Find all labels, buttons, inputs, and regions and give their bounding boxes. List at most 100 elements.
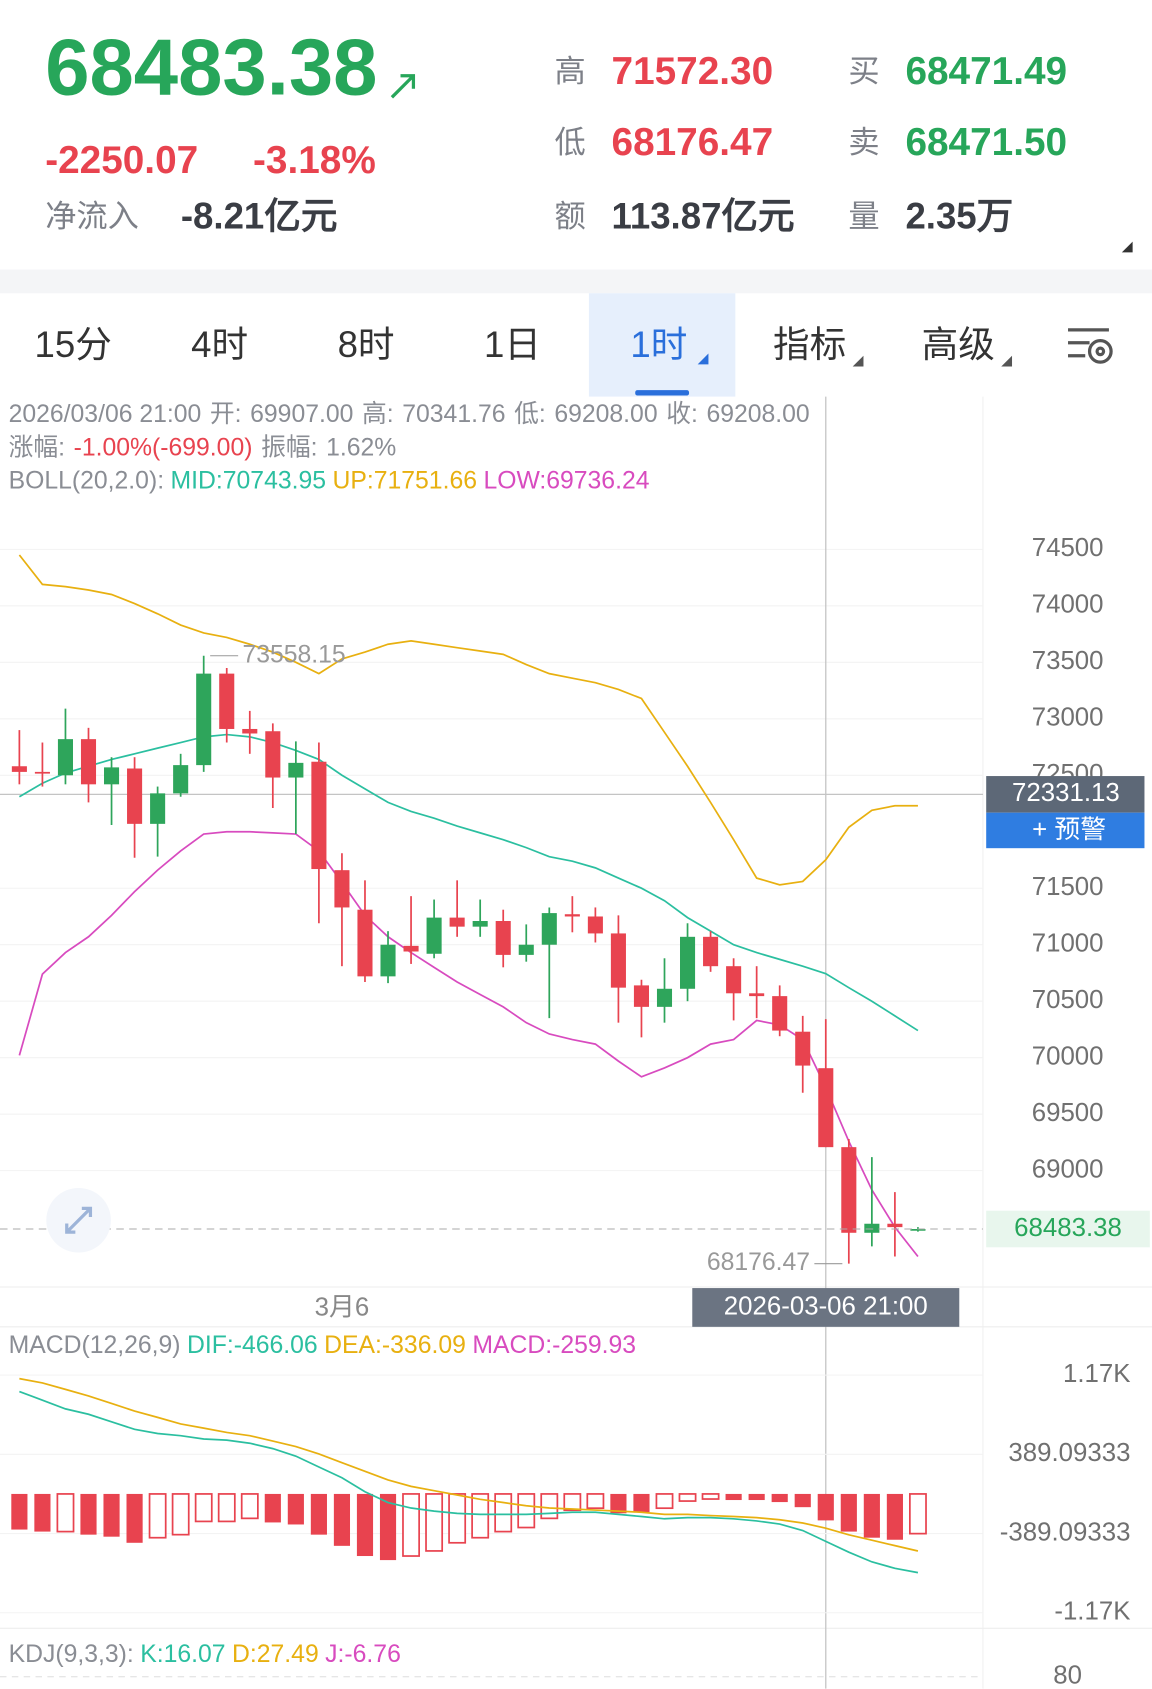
net-inflow-label: 净流入: [45, 199, 139, 234]
crosshair-time-box: [692, 1288, 960, 1327]
candle-body: [80, 739, 97, 785]
candle-body: [818, 1068, 834, 1148]
y-tick-label: 69500: [1032, 1099, 1104, 1127]
expand-corner[interactable]: [1121, 241, 1133, 253]
candle-body: [57, 739, 73, 776]
stat-value: 2.35万: [905, 196, 1013, 237]
macd-bar: [264, 1493, 281, 1523]
crosshair-price: 72331.13: [1012, 779, 1120, 807]
candle-body: [357, 909, 373, 977]
macd-bar: [633, 1493, 650, 1513]
stat-label: 买: [848, 54, 879, 89]
tab[interactable]: 4时: [191, 324, 248, 365]
macd-bar: [725, 1493, 742, 1501]
y-tick-label: 71000: [1032, 930, 1104, 958]
legend: KDJ(9,3,3): K:16.07 D:27.49 J:-6.76: [9, 1641, 401, 1668]
quote-header: 68483.38 -2250.07 -3.18% 净流入 -8.21亿元 高 7…: [45, 23, 1133, 253]
macd-bar: [402, 1493, 420, 1557]
macd-bar: [171, 1493, 190, 1536]
dropdown-mark: [1001, 355, 1013, 367]
candle-body: [265, 731, 281, 778]
legend-entry: DIF:-466.06: [187, 1332, 318, 1359]
info-token: 收:: [666, 399, 698, 427]
stat-label: 卖: [848, 125, 879, 160]
macd-line: [19, 1390, 919, 1574]
candle-body: [495, 921, 511, 955]
candle-body: [564, 914, 580, 917]
info-token: 2026/03/06 21:00: [9, 400, 202, 427]
candle-body: [173, 765, 189, 794]
tab[interactable]: 1日: [484, 324, 541, 365]
y-tick-label: 71500: [1032, 873, 1104, 901]
y-tick-label: 74500: [1032, 534, 1104, 562]
info-token: 69208.00: [706, 400, 809, 427]
candle-body: [656, 988, 673, 1007]
candle-body: [104, 767, 120, 785]
candle-body: [311, 761, 327, 870]
info-token: 振幅:: [261, 433, 317, 461]
macd-bar: [11, 1493, 28, 1530]
dropdown-mark: [697, 353, 709, 365]
change-pct: -3.18%: [253, 139, 376, 182]
macd-bar: [333, 1493, 351, 1546]
macd-bar: [448, 1493, 467, 1544]
macd-bar: [863, 1493, 880, 1538]
info-token: 69208.00: [554, 400, 657, 427]
candle-body: [449, 917, 465, 927]
boll-line: [18, 733, 919, 1032]
info-token: 开:: [210, 400, 242, 427]
tab-active[interactable]: 1时: [630, 324, 687, 365]
candle-body: [864, 1223, 880, 1233]
candle-body: [219, 673, 235, 729]
candle-body: [703, 936, 719, 967]
low-label: 68176.47: [707, 1249, 810, 1276]
stat-value: 68471.50: [905, 121, 1067, 164]
y-tick-label: -389.09333: [1000, 1518, 1131, 1546]
tab[interactable]: 指标: [773, 324, 846, 365]
candle-body: [334, 870, 350, 908]
stat-label: 额: [554, 199, 585, 234]
y-tick-label: 70000: [1032, 1043, 1104, 1071]
macd-bar: [126, 1493, 143, 1543]
macd-bar: [563, 1493, 582, 1512]
fullscreen-icon: [65, 1206, 93, 1234]
info-token: 涨幅:: [9, 433, 65, 461]
macd-bar: [240, 1493, 259, 1520]
separator: [0, 269, 1152, 294]
tab[interactable]: 8时: [338, 324, 395, 365]
last-price-box: [986, 1210, 1150, 1248]
alert-button[interactable]: [986, 812, 1145, 849]
macd-bar: [148, 1493, 167, 1539]
macd-bar: [655, 1493, 674, 1510]
tab[interactable]: 高级: [922, 324, 995, 365]
settings-icon[interactable]: [1068, 328, 1113, 364]
candle-body: [11, 766, 27, 772]
macd-bar: [748, 1493, 765, 1501]
info-token: 高:: [362, 399, 394, 427]
legend-entry: UP:71751.66: [332, 467, 477, 494]
boll-line: [18, 830, 919, 1258]
legend-entry: K:16.07: [140, 1641, 225, 1668]
last-price: 68483.38: [45, 23, 377, 112]
macd-bar: [586, 1493, 605, 1510]
macd-bar: [517, 1493, 536, 1529]
macd-bar: [610, 1493, 627, 1514]
tab[interactable]: 15分: [35, 324, 112, 365]
y-tick-label: 70500: [1032, 986, 1104, 1014]
candle-body: [127, 768, 143, 824]
candle-body: [680, 936, 696, 989]
macd-bar: [678, 1493, 697, 1502]
macd-bar: [540, 1493, 559, 1520]
info-token: 1.62%: [326, 434, 396, 461]
info-line: 2026/03/06 21:00 开: 69907.00 高: 70341.76 低: 69…: [9, 399, 810, 427]
active-tab-underline: [635, 390, 690, 396]
macd-bar: [194, 1493, 213, 1523]
macd-bar: [771, 1493, 788, 1503]
macd-bar: [34, 1493, 51, 1532]
y-tick-label: 69000: [1032, 1155, 1104, 1183]
macd-bar: [701, 1493, 720, 1500]
candle-body: [749, 993, 765, 997]
change: -2250.07: [45, 139, 198, 182]
legend-entry: MACD:-259.93: [472, 1332, 636, 1359]
